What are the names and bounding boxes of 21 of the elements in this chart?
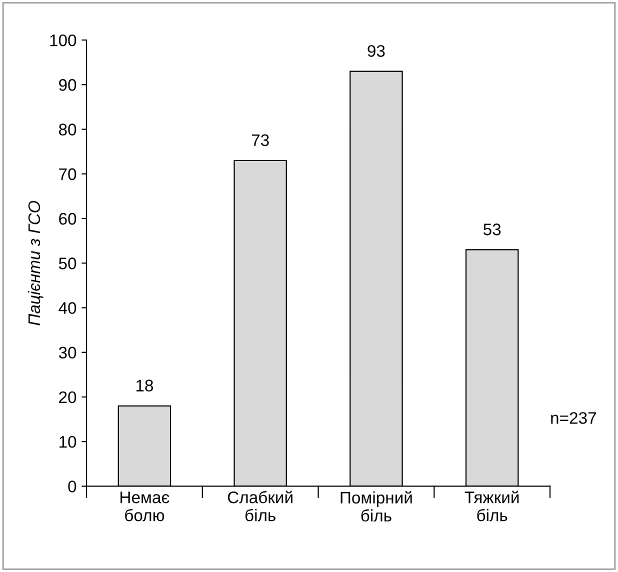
y-tick-label: 10 <box>60 436 76 448</box>
y-axis-title: Пацієнти з ГСО <box>28 200 44 326</box>
x-tick-label: Помірний біль <box>340 491 412 522</box>
y-tick-label: 40 <box>58 302 76 314</box>
x-tick-label: Тяжкий біль <box>464 490 519 522</box>
y-tick-label: 60 <box>59 212 76 225</box>
y-tick-label: 30 <box>58 346 76 359</box>
data-label: 93 <box>368 45 385 57</box>
y-tick-label: 90 <box>59 79 76 91</box>
data-label: 73 <box>252 134 269 146</box>
y-tick-label: 100 <box>50 34 76 46</box>
x-tick-label: Немає болю <box>120 492 170 522</box>
y-tick-label: 20 <box>59 391 76 404</box>
y-tick-label: 0 <box>68 480 76 492</box>
y-tick-label: 50 <box>58 258 76 270</box>
y-tick-label: 70 <box>59 168 76 180</box>
y-tick-label: 80 <box>58 124 76 136</box>
data-label: 53 <box>483 224 501 236</box>
text: n=237 <box>551 412 596 424</box>
x-tick-label: Слабкий біль <box>228 490 292 522</box>
data-label: 18 <box>136 380 154 392</box>
